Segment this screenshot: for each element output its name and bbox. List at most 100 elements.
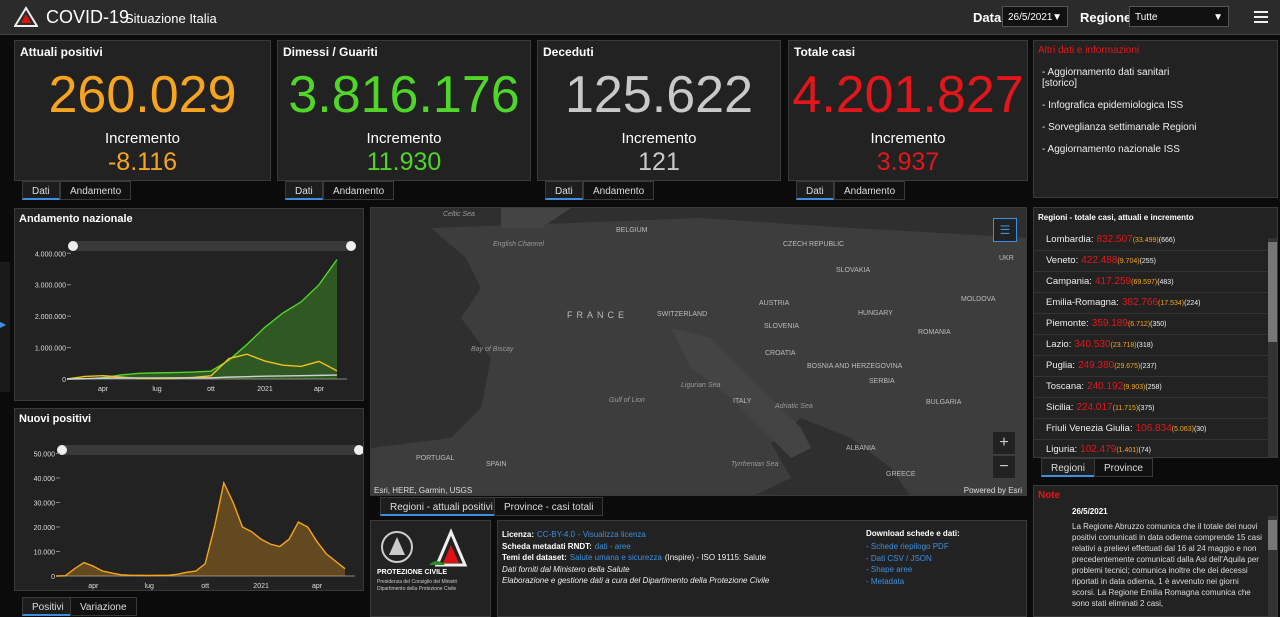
region-increment: (666) — [1158, 237, 1176, 244]
license-segment[interactable]: dati - aree — [594, 541, 631, 551]
tab[interactable]: Dati — [22, 181, 60, 200]
map-label: PORTUGAL — [416, 455, 454, 462]
tab[interactable]: Province - casi totali — [494, 497, 604, 516]
info-link[interactable]: - Infografica epidemiologica ISS — [1042, 100, 1184, 111]
tab[interactable]: Andamento — [60, 181, 132, 200]
map-label: Celtic Sea — [443, 211, 475, 218]
note-title: Note — [1038, 490, 1061, 501]
range-slider — [60, 445, 359, 455]
slider-handle[interactable] — [68, 241, 78, 251]
region-total: 359.189 — [1091, 318, 1128, 329]
license-line: Scheda metadati RNDT: dati - aree — [502, 541, 862, 553]
license-panel: Licenza: CC-BY-4.0- Visualizza licenza Sch… — [497, 520, 1027, 617]
tab[interactable]: Andamento — [834, 181, 906, 200]
stat-card: Deceduti 125.622 Incremento 121 — [537, 40, 781, 181]
region-row: Piemonte: 359.189(6.712)(350) — [1034, 314, 1268, 335]
card-title: Dimessi / Guariti — [283, 45, 378, 59]
map-label: ALBANIA — [846, 445, 876, 452]
map-label: Adriatic Sea — [774, 403, 813, 410]
side-toggle[interactable]: ▶ — [0, 262, 10, 392]
y-tick-label: 2.000.000 — [35, 314, 66, 321]
info-link[interactable]: - Sorveglianza settimanale Regioni — [1042, 122, 1197, 133]
tab[interactable]: Dati — [545, 181, 583, 200]
card-value: 3.816.176 — [288, 66, 520, 124]
map-label: SPAIN — [486, 461, 507, 468]
tab[interactable]: Andamento — [323, 181, 395, 200]
slider-handle[interactable] — [346, 241, 356, 251]
slider-handle[interactable] — [354, 445, 364, 455]
series-line — [66, 353, 338, 380]
tab[interactable]: Variazione — [70, 597, 137, 616]
card-value: 4.201.827 — [792, 66, 1024, 124]
license-line: Elaborazione e gestione dati a cura del … — [502, 575, 862, 587]
region-row: Emilia-Romagna: 382.766(17.534)(224) — [1034, 293, 1268, 314]
download-link[interactable]: - Metadata — [866, 576, 905, 586]
slider-handle[interactable] — [57, 445, 67, 455]
tab[interactable]: Province — [1094, 458, 1153, 477]
tab[interactable]: Andamento — [583, 181, 655, 200]
zoom-out[interactable]: − — [993, 456, 1015, 478]
date-select[interactable]: 26/5/2021 ▼ — [1002, 6, 1068, 27]
region-name: Friuli Venezia Giulia: — [1046, 423, 1133, 434]
map-label: SWITZERLAND — [657, 311, 707, 318]
x-tick-label: lug — [145, 583, 154, 590]
region-name: Campania: — [1046, 276, 1092, 287]
menu-button[interactable] — [1254, 10, 1268, 24]
info-link[interactable]: - Aggiornamento dati sanitari [storico] — [1042, 67, 1170, 89]
map-label: HUNGARY — [858, 310, 893, 317]
tab[interactable]: Dati — [285, 181, 323, 200]
x-tick-label: apr — [314, 386, 325, 393]
tab[interactable]: Dati — [796, 181, 834, 200]
chart-title: Andamento nazionale — [19, 213, 133, 225]
region-row: Campania: 417.259(69.597)(483) — [1034, 272, 1268, 293]
region-name: Toscana: — [1046, 381, 1085, 392]
card-increment: 121 — [638, 148, 680, 176]
region-increment: (258) — [1145, 384, 1162, 391]
y-tick-label: 4.000.000 — [35, 251, 66, 258]
region-row: Veneto: 422.488(9.704)(255) — [1034, 251, 1268, 272]
region-row: Liguria: 102.479(1.401)(74) — [1034, 440, 1268, 457]
download-link[interactable]: - Shape aree — [866, 565, 913, 574]
region-increment: (350) — [1150, 321, 1167, 328]
map-label: Bay of Biscay — [471, 346, 514, 353]
license-segment: Licenza: — [502, 530, 535, 539]
tab[interactable]: Positivi — [22, 597, 74, 616]
license-segment[interactable]: - Visualizza licenza — [577, 530, 646, 539]
download-link[interactable]: - Schede riepilogo PDF — [866, 542, 949, 551]
license-segment: Temi del dataset: — [502, 553, 567, 562]
map-label: BOSNIA AND HERZEGOVINA — [807, 363, 903, 370]
map[interactable]: Celtic Sea BELGIUM English Channel CZECH RE… — [370, 207, 1027, 496]
chart-svg: 0 1.000.000 2.000.000 3.000.000 4.000.000 apr… — [35, 241, 356, 393]
map-label: BULGARIA — [926, 399, 962, 406]
scrollbar[interactable] — [1268, 516, 1277, 616]
zoom-in[interactable]: + — [993, 432, 1015, 454]
license-segment[interactable]: CC-BY-4.0 — [537, 530, 575, 539]
chart-panel: Nuovi positivi 0 10.000 20.000 30.000 40.000 5… — [14, 408, 364, 591]
license-segment[interactable]: Salute umana e sicurezza — [569, 553, 662, 562]
tab[interactable]: Regioni - attuali positivi — [380, 497, 503, 516]
regions-list: Lombardia: 832.507(33.499)(666) Veneto: 422… — [1034, 230, 1268, 457]
download-link[interactable]: - Dati CSV / JSON — [866, 553, 932, 563]
region-row: Toscana: 240.192(9.903)(258) — [1034, 377, 1268, 398]
license-line: Temi del dataset: Salute umana e sicurezz… — [502, 552, 862, 564]
region-increment: (255) — [1139, 258, 1156, 265]
card-increment-label: Incremento — [366, 130, 442, 147]
range-slider — [71, 241, 351, 251]
license-line: Licenza: CC-BY-4.0- Visualizza licenza — [502, 529, 862, 541]
app-subtitle: Situazione Italia — [125, 11, 217, 26]
tab[interactable]: Regioni — [1041, 458, 1095, 477]
layer-list-button[interactable]: ☰ — [993, 218, 1017, 242]
x-tick-label: ott — [201, 583, 209, 590]
region-select[interactable]: Tutte ▼ — [1129, 6, 1229, 27]
info-panel: Altri dati e informazioni - Aggiornament… — [1033, 40, 1278, 198]
y-tick-label: 20.000 — [34, 525, 56, 532]
scrollbar[interactable] — [1268, 238, 1277, 457]
license-segment: Scheda metadati RNDT: — [502, 541, 592, 551]
note-text: La Regione Abruzzo comunica che il total… — [1072, 522, 1262, 608]
logo-icon — [14, 6, 38, 27]
map-label: BELGIUM — [616, 227, 648, 234]
info-link[interactable]: - Aggiornamento nazionale ISS — [1042, 144, 1180, 155]
map-label: GREECE — [886, 471, 916, 478]
logo-line: Presidenza del Consiglio dei Ministri — [377, 579, 458, 585]
